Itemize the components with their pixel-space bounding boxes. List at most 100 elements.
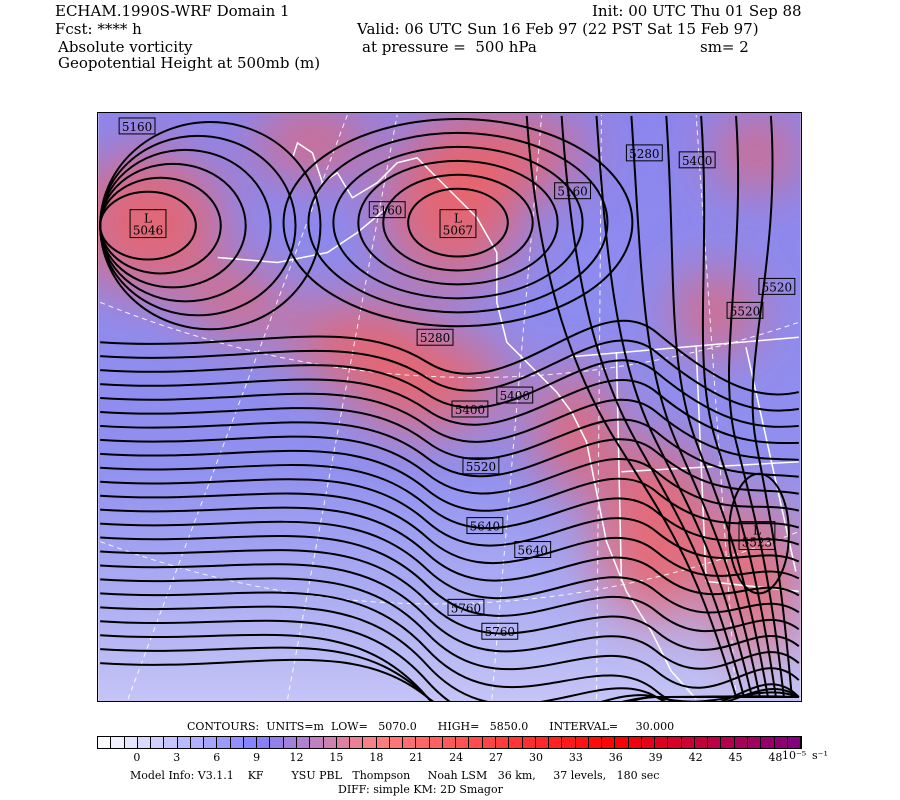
contour-line [100, 339, 799, 412]
colorbar-cell [694, 737, 709, 748]
contours-info: CONTOURS: UNITS=m LOW= 5070.0 HIGH= 5850… [187, 720, 675, 733]
colorbar-cell [151, 737, 165, 748]
contour-line [751, 115, 793, 698]
colorbar-cell [787, 737, 802, 748]
height-contours [99, 115, 800, 701]
colorbar-cell [628, 737, 642, 748]
diff-info: DIFF: simple KM: 2D Smagor [338, 783, 503, 796]
svg-text:L: L [753, 524, 761, 538]
svg-text:5280: 5280 [629, 147, 659, 161]
svg-text:5400: 5400 [682, 154, 712, 168]
colorbar-cell [602, 737, 616, 748]
colorbar-cell [190, 737, 205, 748]
contour-line [525, 115, 737, 698]
colorbar-cell [336, 737, 351, 748]
colorbar-cell [708, 737, 722, 748]
contour-line [100, 506, 800, 597]
colorbar-cell [416, 737, 430, 748]
colorbar-tick: 6 [213, 751, 221, 764]
vorticity-maximum [716, 117, 796, 188]
svg-text:5400: 5400 [455, 403, 485, 417]
colorbar-cell [177, 737, 191, 748]
contour-label: 5400 [451, 400, 489, 418]
svg-text:5280: 5280 [420, 331, 450, 345]
colorbar-tick: 9 [253, 751, 261, 764]
svg-text:5523: 5523 [742, 536, 772, 550]
colorbar-cell [323, 737, 337, 748]
contour-line [100, 619, 800, 701]
contour-label: 5400 [678, 151, 716, 169]
colorbar-tick: 24 [449, 751, 464, 764]
svg-text:L: L [144, 212, 152, 226]
vorticity-maximum [252, 113, 373, 173]
contour-line [630, 115, 761, 698]
svg-text:5760: 5760 [451, 601, 481, 615]
colorbar-tick: 0 [133, 751, 141, 764]
contour-line [100, 392, 799, 461]
svg-text:5067: 5067 [443, 224, 473, 238]
svg-text:5160: 5160 [557, 185, 587, 199]
svg-text:5160: 5160 [372, 204, 402, 218]
contour-line [100, 520, 800, 614]
colorbar-cell [615, 737, 629, 748]
contour-label: 5760 [481, 622, 519, 640]
contour-line [665, 115, 769, 698]
colorbar-cell [681, 737, 695, 748]
colorbar-cell [442, 737, 457, 748]
contour-line [100, 478, 800, 563]
colorbar-tick: 30 [528, 751, 543, 764]
colorbar-tick: 36 [608, 751, 623, 764]
weather-map: 5160 5160 5160 5280 5280 5400 5400 5400 5520 5520… [97, 112, 802, 702]
contour-line [100, 577, 800, 689]
contour-label: 5760 [447, 598, 485, 616]
contour-line [100, 449, 800, 529]
colorbar-unit-exp: 10⁻⁵ [782, 749, 807, 762]
contour-label: 5280 [416, 328, 454, 346]
colorbar-tick: 18 [369, 751, 384, 764]
contour-label: 5520 [758, 277, 796, 295]
init-time: Init: 00 UTC Thu 01 Sep 88 [592, 2, 802, 20]
colorbar-tick: 21 [409, 751, 424, 764]
colorbar-cell [98, 737, 112, 748]
contour-line [100, 359, 799, 428]
colorbar-cell [111, 737, 125, 748]
contour-line [332, 145, 584, 300]
colorbar-cell [522, 737, 536, 748]
colorbar-cell [456, 737, 470, 748]
colorbar-cell [761, 737, 775, 748]
svg-text:5760: 5760 [485, 625, 515, 639]
colorbar-cell [310, 737, 324, 748]
colorbar-unit: s⁻¹ [812, 749, 828, 762]
model-info: Model Info: V3.1.1 KF YSU PBL Thompson N… [130, 769, 660, 782]
colorbar-cell [641, 737, 656, 748]
colorbar-cell [482, 737, 496, 748]
contour-label: 5160 [118, 117, 156, 135]
colorbar-cell [748, 737, 762, 748]
contour-label: 5520 [462, 457, 500, 475]
svg-text:5520: 5520 [762, 280, 792, 294]
colorbar-cell [721, 737, 735, 748]
colorbar-cell [535, 737, 550, 748]
colorbar [97, 736, 802, 749]
colorbar-cell [217, 737, 231, 748]
model-title: ECHAM.1990S-WRF Domain 1 [55, 2, 290, 20]
colorbar-cell [204, 737, 218, 748]
contour-line [728, 472, 790, 595]
forecast-hour: Fcst: **** h [55, 20, 142, 38]
colorbar-tick: 45 [728, 751, 743, 764]
vorticity-maximum [536, 372, 617, 492]
svg-text:5640: 5640 [518, 543, 548, 557]
contour-line [595, 115, 753, 698]
colorbar-cell [350, 737, 364, 748]
colorbar-tick: 27 [489, 751, 504, 764]
colorbar-cell [562, 737, 576, 748]
map-svg: 5160516051605280528054005400540055205520… [98, 113, 801, 701]
colorbar-cell [124, 737, 138, 748]
smoothing: sm= 2 [700, 38, 749, 56]
contour-label: 5640 [514, 541, 552, 558]
contour-label: 5160 [368, 201, 406, 219]
contour-line [700, 115, 777, 698]
colorbar-cell [429, 737, 443, 748]
